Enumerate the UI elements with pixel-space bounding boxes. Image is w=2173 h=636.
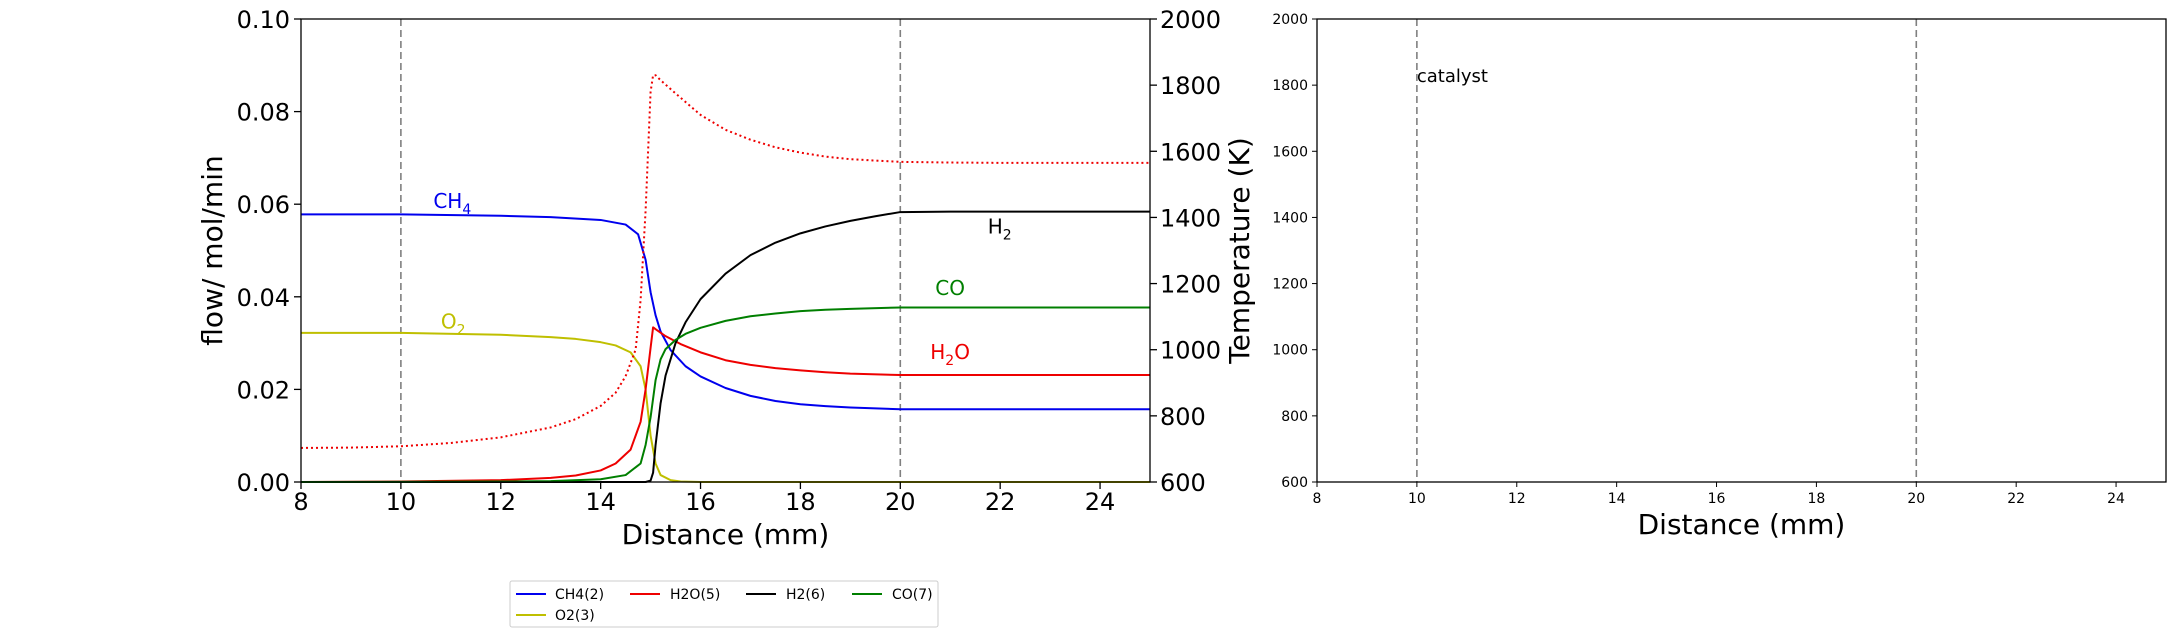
left-y-ticks: 0.00 0.02 0.04 0.06 0.08 0.10 [237, 6, 301, 497]
right-y-tick-label-3: 1200 [1272, 277, 1308, 293]
left-x-tick-label-2: 12 [485, 488, 516, 516]
right-chart: 8 10 12 14 16 18 20 22 24 600 800 1000 1200 1400 1600… [1272, 12, 2167, 541]
left-y-tick-label-3: 0.06 [237, 191, 290, 219]
right-y-tick-label-0: 600 [1281, 475, 1308, 491]
left-x-tick-label-5: 18 [785, 488, 816, 516]
right-x-tick-label-8: 24 [2107, 491, 2125, 507]
right-x-tick-label-6: 20 [1907, 491, 1925, 507]
legend-label-h2o: H2O(5) [670, 587, 720, 603]
left-annotations: CH4 O2 H2 CO H2O [433, 189, 1011, 369]
legend-frame [509, 580, 939, 628]
catalyst-annotation: catalyst [1417, 66, 1488, 87]
left-y2-tick-label-7: 2000 [1160, 6, 1221, 34]
left-series [300, 74, 1150, 483]
left-vlines [400, 19, 902, 482]
legend-label-h2: H2(6) [786, 587, 825, 603]
legend-entry-h2o: H2O(5) [630, 587, 720, 603]
left-x-tick-label-8: 24 [1085, 488, 1116, 516]
left-series-line-4 [300, 306, 1150, 483]
right-x-axis-label: Distance (mm) [1638, 508, 1846, 541]
right-x-tick-label-5: 18 [1807, 491, 1825, 507]
left-series-annotation-0: CH4 [433, 189, 471, 218]
right-y-tick-label-7: 2000 [1272, 12, 1308, 28]
right-vlines [1416, 19, 1918, 482]
left-y-axis-label: flow/ mol/min [196, 155, 229, 345]
left-series-line-5 [300, 74, 1150, 449]
left-y2-tick-label-0: 600 [1160, 469, 1206, 497]
left-y2-tick-label-3: 1200 [1160, 271, 1221, 299]
left-y2-tick-label-4: 1400 [1160, 204, 1221, 232]
left-series-line-0 [301, 213, 1150, 411]
right-x-tick-label-2: 12 [1508, 491, 1526, 507]
left-series-annotation-4: H2O [930, 340, 970, 369]
left-x-axis-label: Distance (mm) [622, 518, 830, 551]
right-x-tick-label-7: 22 [2007, 491, 2025, 507]
left-x-tick-label-4: 16 [685, 488, 716, 516]
legend-entry-o2: O2(3) [516, 608, 595, 624]
legend-entry-h2: H2(6) [746, 587, 825, 603]
left-y2-tick-label-1: 800 [1160, 403, 1206, 431]
left-x-tick-label-7: 22 [985, 488, 1016, 516]
left-series-line-2 [300, 326, 1150, 483]
left-y-tick-label-5: 0.10 [237, 6, 290, 34]
legend-entry-co: CO(7) [852, 587, 933, 603]
left-series-line-3 [301, 210, 1150, 483]
left-y-tick-label-1: 0.02 [237, 376, 290, 404]
right-x-tick-label-4: 16 [1708, 491, 1726, 507]
legend-entry-ch4: CH4(2) [516, 587, 604, 603]
right-y-tick-label-6: 1800 [1272, 78, 1308, 94]
left-y2-tick-label-5: 1600 [1160, 138, 1221, 166]
legend-label-ch4: CH4(2) [555, 587, 604, 603]
left-x-tick-label-1: 10 [386, 488, 417, 516]
right-y-tick-label-1: 800 [1281, 409, 1308, 425]
right-y-tick-label-4: 1400 [1272, 210, 1308, 226]
left-y2-tick-label-6: 1800 [1160, 72, 1221, 100]
right-x-tick-label-1: 10 [1408, 491, 1426, 507]
right-plot-frame [1316, 18, 2167, 483]
left-series-annotation-1: O2 [441, 309, 466, 338]
left-x-ticks: 8 10 12 14 16 18 20 22 24 [293, 482, 1115, 516]
left-y-tick-label-4: 0.08 [237, 99, 290, 127]
right-y-tick-label-2: 1000 [1272, 343, 1308, 359]
left-plot-frame [300, 18, 1151, 483]
legend-label-o2: O2(3) [555, 608, 595, 624]
left-x-tick-label-6: 20 [885, 488, 916, 516]
legend: CH4(2) H2O(5) H2(6) CO(7) O2(3) [509, 580, 939, 628]
right-y-tick-label-5: 1600 [1272, 144, 1308, 160]
right-y-ticks: 600 800 1000 1200 1400 1600 1800 2000 [1272, 12, 1317, 491]
left-y2-axis-label: Temperature (K) [1223, 137, 1256, 364]
right-x-tick-label-0: 8 [1313, 491, 1322, 507]
left-series-annotation-2: H2 [988, 214, 1012, 243]
right-x-ticks: 8 10 12 14 16 18 20 22 24 [1313, 482, 2125, 507]
left-y2-tick-label-2: 1000 [1160, 337, 1221, 365]
left-x-tick-label-0: 8 [293, 488, 308, 516]
left-y-tick-label-2: 0.04 [237, 284, 290, 312]
legend-label-co: CO(7) [892, 587, 933, 603]
left-y-tick-label-0: 0.00 [237, 469, 290, 497]
left-x-tick-label-3: 14 [585, 488, 616, 516]
left-y2-ticks: 600 800 1000 1200 1400 1600 1800 2000 [1150, 6, 1221, 497]
right-x-tick-label-3: 14 [1608, 491, 1626, 507]
left-series-annotation-3: CO [935, 276, 965, 300]
